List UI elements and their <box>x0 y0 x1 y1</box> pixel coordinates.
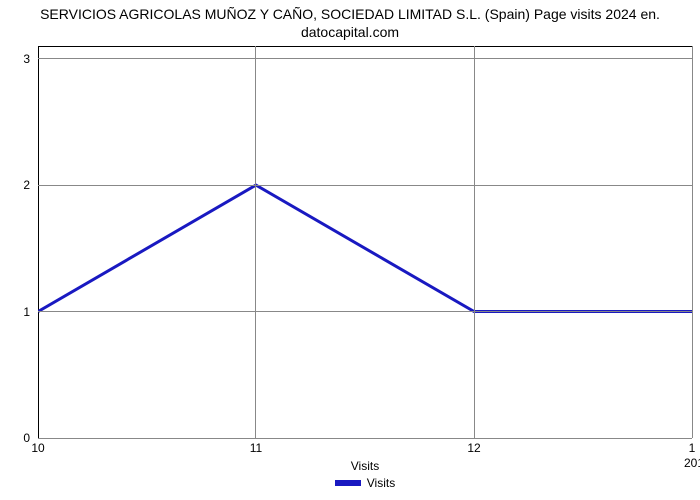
y-tick-label: 1 <box>0 305 30 319</box>
gridline-vertical <box>474 46 475 438</box>
x-axis-label: Visits <box>305 459 425 473</box>
chart-container: { "chart": { "type": "line", "title_line… <box>0 0 700 500</box>
y-tick-label: 2 <box>0 178 30 192</box>
gridline-horizontal <box>38 438 692 439</box>
chart-title-line2: datocapital.com <box>0 24 700 42</box>
x-axis-secondary-label: 201 <box>654 456 700 470</box>
x-tick-label: 10 <box>18 441 58 455</box>
chart-title: SERVICIOS AGRICOLAS MUÑOZ Y CAÑO, SOCIED… <box>0 6 700 41</box>
x-tick-label: 11 <box>236 441 276 455</box>
series-visits <box>38 185 692 311</box>
gridline-vertical <box>692 46 693 438</box>
gridline-horizontal <box>38 58 692 59</box>
gridline-horizontal <box>38 185 692 186</box>
gridline-horizontal <box>38 311 692 312</box>
chart-title-line1: SERVICIOS AGRICOLAS MUÑOZ Y CAÑO, SOCIED… <box>0 6 700 24</box>
legend-label: Visits <box>367 476 395 490</box>
legend-swatch <box>335 480 361 486</box>
gridline-vertical <box>255 46 256 438</box>
legend: Visits <box>315 476 415 490</box>
y-tick-label: 3 <box>0 52 30 66</box>
plot-area <box>38 46 692 438</box>
x-tick-label: 12 <box>454 441 494 455</box>
line-series <box>38 46 692 438</box>
x-tick-label: 1 <box>672 441 700 455</box>
